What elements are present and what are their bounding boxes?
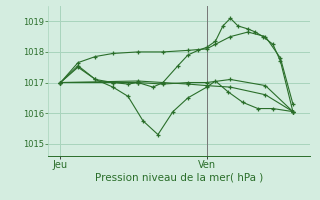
X-axis label: Pression niveau de la mer( hPa ): Pression niveau de la mer( hPa ) xyxy=(95,173,263,183)
